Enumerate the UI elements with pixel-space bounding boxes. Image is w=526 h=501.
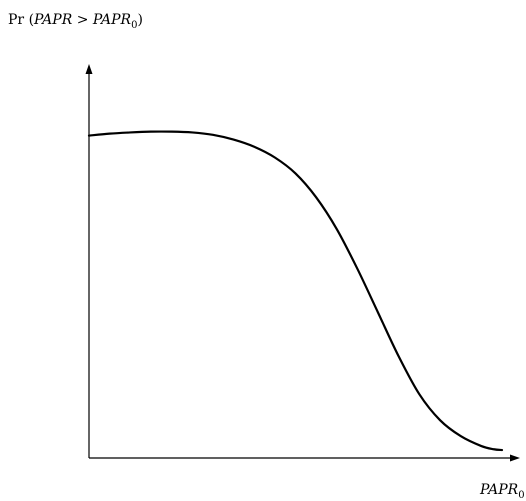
x-axis-label: PAPR0 bbox=[479, 482, 525, 501]
y-axis-label: Pr (PAPR > PAPR0) bbox=[8, 12, 143, 31]
y-axis-arrow-icon bbox=[85, 64, 93, 74]
series-line bbox=[87, 130, 504, 452]
x-axis-arrow-icon bbox=[510, 454, 520, 462]
